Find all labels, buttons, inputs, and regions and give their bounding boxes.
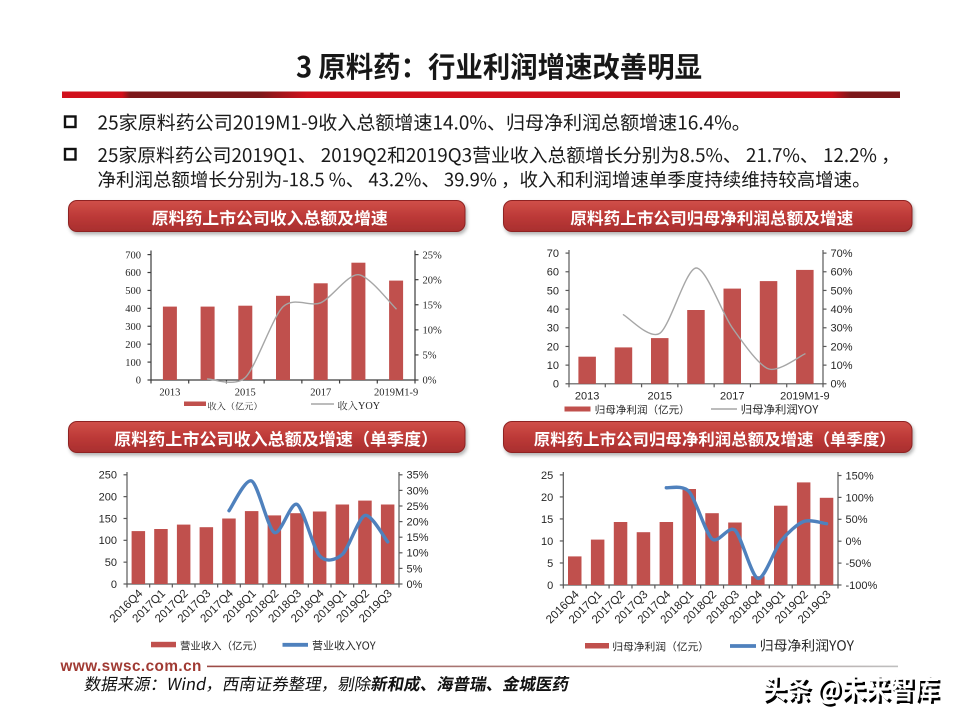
svg-text:35%: 35% (407, 470, 429, 482)
svg-text:10%: 10% (423, 326, 443, 337)
svg-text:2013: 2013 (575, 391, 599, 403)
svg-text:15%: 15% (407, 532, 429, 544)
svg-text:100: 100 (99, 535, 117, 547)
svg-text:20%: 20% (407, 516, 429, 528)
svg-text:2015: 2015 (235, 388, 256, 399)
svg-text:5%: 5% (423, 351, 437, 362)
svg-text:-100%: -100% (846, 580, 878, 592)
svg-text:60: 60 (547, 267, 559, 279)
svg-text:500: 500 (125, 286, 141, 297)
svg-text:30: 30 (547, 323, 559, 335)
svg-text:0%: 0% (407, 579, 423, 591)
svg-text:20%: 20% (831, 341, 853, 353)
svg-text:www.swsc.com.cn: www.swsc.com.cn (60, 658, 202, 675)
svg-text:700: 700 (125, 250, 141, 261)
svg-text:0: 0 (547, 580, 553, 592)
svg-text:50%: 50% (846, 514, 868, 526)
svg-text:10: 10 (541, 536, 553, 548)
svg-text:50: 50 (105, 557, 117, 569)
svg-text:0%: 0% (846, 536, 862, 548)
svg-text:150: 150 (99, 513, 117, 525)
svg-text:15%: 15% (423, 300, 443, 311)
svg-text:2013: 2013 (159, 388, 180, 399)
svg-text:10%: 10% (831, 360, 853, 372)
svg-text:70%: 70% (831, 248, 853, 260)
svg-text:50: 50 (547, 285, 559, 297)
svg-text:100: 100 (125, 358, 141, 369)
svg-text:2017: 2017 (720, 391, 744, 403)
svg-text:150%: 150% (846, 470, 874, 482)
svg-text:20: 20 (547, 341, 559, 353)
svg-text:5%: 5% (407, 563, 423, 575)
svg-text:30%: 30% (831, 323, 853, 335)
svg-text:15: 15 (541, 514, 553, 526)
svg-text:25: 25 (541, 470, 553, 482)
svg-text:30%: 30% (407, 485, 429, 497)
svg-text:200: 200 (125, 340, 141, 351)
svg-text:50%: 50% (831, 285, 853, 297)
svg-text:2019M1-9: 2019M1-9 (374, 388, 418, 399)
svg-text:YOY: YOY (358, 401, 381, 412)
svg-text:0: 0 (553, 379, 559, 391)
svg-text:400: 400 (125, 304, 141, 315)
svg-text:0%: 0% (423, 376, 437, 387)
svg-text:20%: 20% (423, 275, 443, 286)
svg-text:250: 250 (99, 470, 117, 482)
svg-text:0: 0 (136, 376, 141, 387)
svg-text:200: 200 (99, 491, 117, 503)
svg-text:40: 40 (547, 304, 559, 316)
svg-text:20: 20 (541, 492, 553, 504)
svg-text:25%: 25% (407, 501, 429, 513)
svg-text:300: 300 (125, 322, 141, 333)
svg-text:10%: 10% (407, 548, 429, 560)
svg-text:2019M1-9: 2019M1-9 (780, 391, 830, 403)
svg-text:25%: 25% (423, 250, 443, 261)
svg-text:60%: 60% (831, 267, 853, 279)
svg-text:0%: 0% (831, 379, 847, 391)
svg-text:5: 5 (547, 558, 553, 570)
svg-text:0: 0 (111, 579, 117, 591)
svg-text:100%: 100% (846, 492, 874, 504)
svg-text:70: 70 (547, 248, 559, 260)
svg-text:600: 600 (125, 268, 141, 279)
svg-text:10: 10 (547, 360, 559, 372)
svg-text:2015: 2015 (647, 391, 671, 403)
svg-text:-50%: -50% (846, 558, 872, 570)
svg-text:2017: 2017 (310, 388, 331, 399)
svg-text:40%: 40% (831, 304, 853, 316)
